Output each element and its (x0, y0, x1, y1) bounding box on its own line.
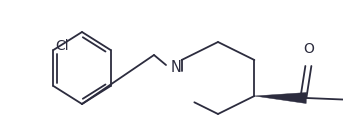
Text: Cl: Cl (55, 39, 69, 53)
Text: O: O (303, 42, 314, 56)
Text: N: N (170, 61, 181, 75)
Polygon shape (255, 92, 307, 103)
